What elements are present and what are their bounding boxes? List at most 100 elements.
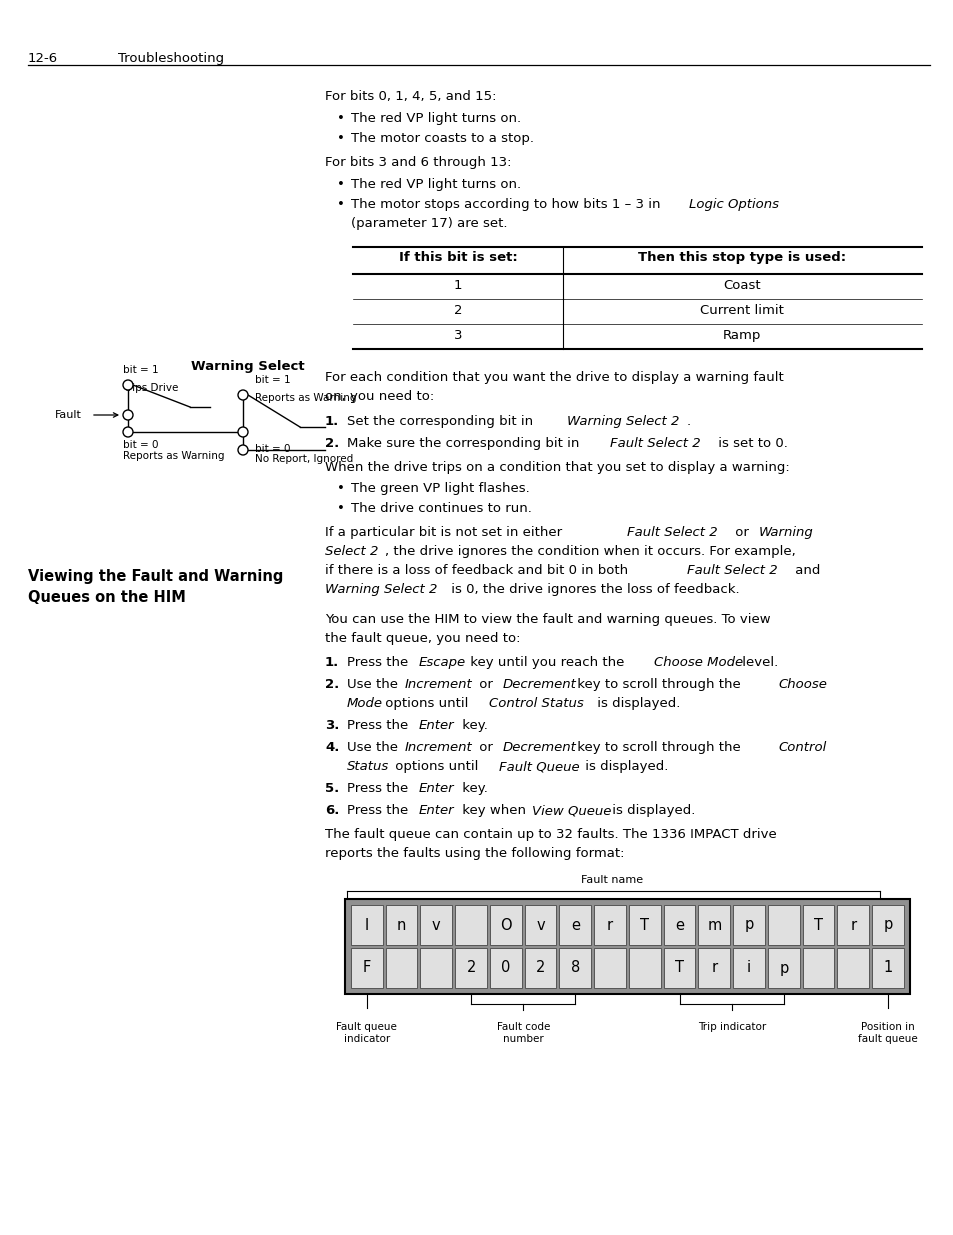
- Text: Enter: Enter: [418, 782, 455, 795]
- Text: The motor coasts to a stop.: The motor coasts to a stop.: [351, 132, 534, 144]
- Text: Fault Queue: Fault Queue: [498, 760, 579, 773]
- Text: You can use the HIM to view the fault and warning queues. To view: You can use the HIM to view the fault an…: [325, 613, 770, 626]
- Text: Press the: Press the: [347, 804, 412, 818]
- Text: key to scroll through the: key to scroll through the: [573, 678, 744, 692]
- Circle shape: [237, 445, 248, 454]
- Text: Press the: Press the: [347, 782, 412, 795]
- Text: •: •: [336, 501, 345, 515]
- Text: Increment: Increment: [405, 741, 473, 755]
- Text: on, you need to:: on, you need to:: [325, 390, 434, 403]
- Text: 3.: 3.: [325, 719, 339, 732]
- Text: T: T: [675, 961, 683, 976]
- Text: Escape: Escape: [418, 656, 466, 669]
- Text: Choose: Choose: [778, 678, 826, 692]
- Text: •: •: [336, 112, 345, 125]
- Bar: [351, 948, 382, 988]
- Text: The motor stops according to how bits 1 – 3 in: The motor stops according to how bits 1 …: [351, 198, 664, 211]
- Circle shape: [123, 380, 132, 390]
- Text: If a particular bit is not set in either: If a particular bit is not set in either: [325, 526, 566, 538]
- Text: r: r: [711, 961, 717, 976]
- Text: Fault Select 2: Fault Select 2: [626, 526, 717, 538]
- Text: 4.: 4.: [325, 741, 339, 755]
- Text: Mode: Mode: [347, 697, 382, 710]
- Text: Fault Select 2: Fault Select 2: [686, 564, 777, 577]
- Text: Fault queue
indicator: Fault queue indicator: [336, 1023, 396, 1044]
- Bar: [558, 905, 591, 945]
- Circle shape: [237, 427, 248, 437]
- Text: T: T: [813, 918, 822, 932]
- Bar: [663, 948, 695, 988]
- Bar: [871, 948, 903, 988]
- Bar: [385, 905, 417, 945]
- Bar: [594, 905, 625, 945]
- Text: p: p: [779, 961, 788, 976]
- Bar: [801, 905, 834, 945]
- Text: r: r: [606, 918, 613, 932]
- Text: O: O: [499, 918, 511, 932]
- Bar: [767, 948, 799, 988]
- Text: Then this stop type is used:: Then this stop type is used:: [638, 251, 845, 264]
- Text: The drive continues to run.: The drive continues to run.: [351, 501, 532, 515]
- Bar: [594, 948, 625, 988]
- Text: Queues on the HIM: Queues on the HIM: [28, 590, 186, 605]
- Text: •: •: [336, 178, 345, 191]
- Text: •: •: [336, 482, 345, 495]
- Text: key.: key.: [457, 719, 487, 732]
- Text: The fault queue can contain up to 32 faults. The 1336 IMPACT drive: The fault queue can contain up to 32 fau…: [325, 827, 776, 841]
- Text: The red VP light turns on.: The red VP light turns on.: [351, 178, 520, 191]
- Bar: [628, 905, 660, 945]
- Text: Position in
fault queue: Position in fault queue: [858, 1023, 917, 1044]
- Text: View Queue: View Queue: [532, 804, 611, 818]
- Text: is set to 0.: is set to 0.: [713, 437, 787, 450]
- Text: key to scroll through the: key to scroll through the: [573, 741, 744, 755]
- Text: Ramp: Ramp: [722, 329, 760, 342]
- Text: No Report, Ignored: No Report, Ignored: [254, 454, 353, 464]
- Text: Reports as Warning: Reports as Warning: [123, 451, 224, 461]
- Text: , the drive ignores the condition when it occurs. For example,: , the drive ignores the condition when i…: [385, 545, 795, 558]
- Text: Set the corresponding bit in: Set the corresponding bit in: [347, 415, 537, 429]
- Text: bit = 1: bit = 1: [254, 375, 291, 385]
- Text: reports the faults using the following format:: reports the faults using the following f…: [325, 847, 624, 860]
- Text: Decrement: Decrement: [502, 678, 577, 692]
- Bar: [351, 905, 382, 945]
- Text: For bits 0, 1, 4, 5, and 15:: For bits 0, 1, 4, 5, and 15:: [325, 90, 496, 103]
- Text: Fault: Fault: [55, 410, 82, 420]
- Text: Use the: Use the: [347, 678, 402, 692]
- Bar: [524, 948, 556, 988]
- Text: Decrement: Decrement: [502, 741, 577, 755]
- Text: or: or: [730, 526, 752, 538]
- Bar: [733, 905, 764, 945]
- Text: Coast: Coast: [722, 279, 760, 291]
- Text: m: m: [706, 918, 720, 932]
- Text: or: or: [475, 678, 497, 692]
- Text: Select 2: Select 2: [325, 545, 378, 558]
- Text: Control Status: Control Status: [489, 697, 583, 710]
- Text: •: •: [336, 132, 345, 144]
- Text: Reports as Warning: Reports as Warning: [254, 393, 356, 403]
- Circle shape: [123, 427, 132, 437]
- Circle shape: [237, 390, 248, 400]
- Text: Press the: Press the: [347, 719, 412, 732]
- Text: 2: 2: [466, 961, 476, 976]
- Bar: [490, 948, 521, 988]
- Text: Warning Select 2: Warning Select 2: [325, 583, 436, 597]
- Text: Warning Select 2: Warning Select 2: [566, 415, 679, 429]
- Bar: [455, 905, 486, 945]
- Bar: [524, 905, 556, 945]
- Text: Troubleshooting: Troubleshooting: [118, 52, 224, 65]
- Text: 2.: 2.: [325, 678, 339, 692]
- Text: Logic Options: Logic Options: [688, 198, 779, 211]
- Text: Control: Control: [778, 741, 825, 755]
- Text: n: n: [396, 918, 406, 932]
- Text: i: i: [746, 961, 750, 976]
- Text: Enter: Enter: [418, 804, 455, 818]
- Text: I: I: [364, 918, 369, 932]
- Bar: [490, 905, 521, 945]
- Text: 1.: 1.: [325, 656, 339, 669]
- Bar: [663, 905, 695, 945]
- Text: is 0, the drive ignores the loss of feedback.: is 0, the drive ignores the loss of feed…: [447, 583, 739, 597]
- Text: 1: 1: [454, 279, 462, 291]
- Text: r: r: [849, 918, 856, 932]
- Text: 1: 1: [882, 961, 892, 976]
- Text: 12-6: 12-6: [28, 52, 58, 65]
